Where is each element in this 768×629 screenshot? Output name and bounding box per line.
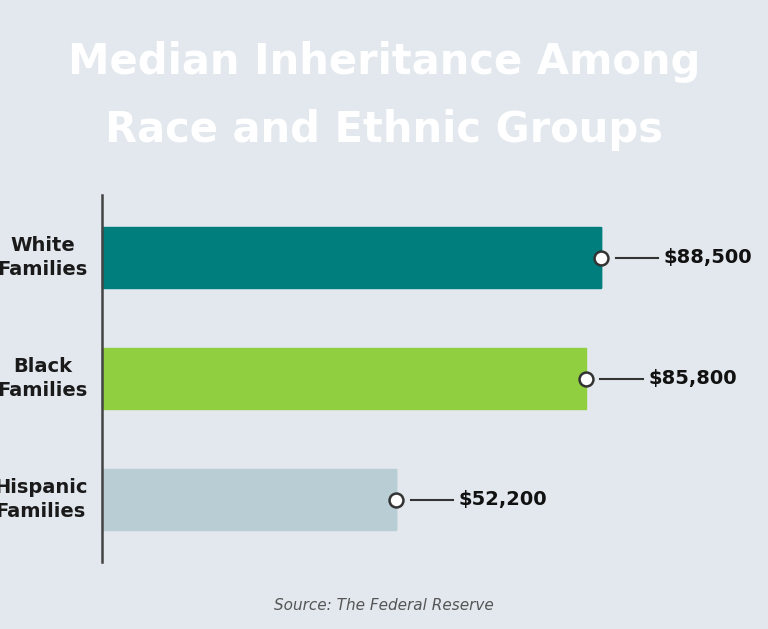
Text: $52,200: $52,200	[458, 490, 547, 509]
Text: Hispanic
Families: Hispanic Families	[0, 478, 88, 521]
Bar	[101, 348, 586, 409]
Text: Source: The Federal Reserve: Source: The Federal Reserve	[274, 598, 494, 613]
Text: Median Inheritance Among: Median Inheritance Among	[68, 42, 700, 83]
Text: $85,800: $85,800	[648, 369, 737, 388]
Text: $88,500: $88,500	[664, 248, 752, 267]
Text: White
Families: White Families	[0, 237, 88, 279]
Text: Race and Ethnic Groups: Race and Ethnic Groups	[105, 109, 663, 151]
Text: Black
Families: Black Families	[0, 357, 88, 400]
Bar	[101, 228, 601, 288]
Bar	[101, 469, 396, 530]
